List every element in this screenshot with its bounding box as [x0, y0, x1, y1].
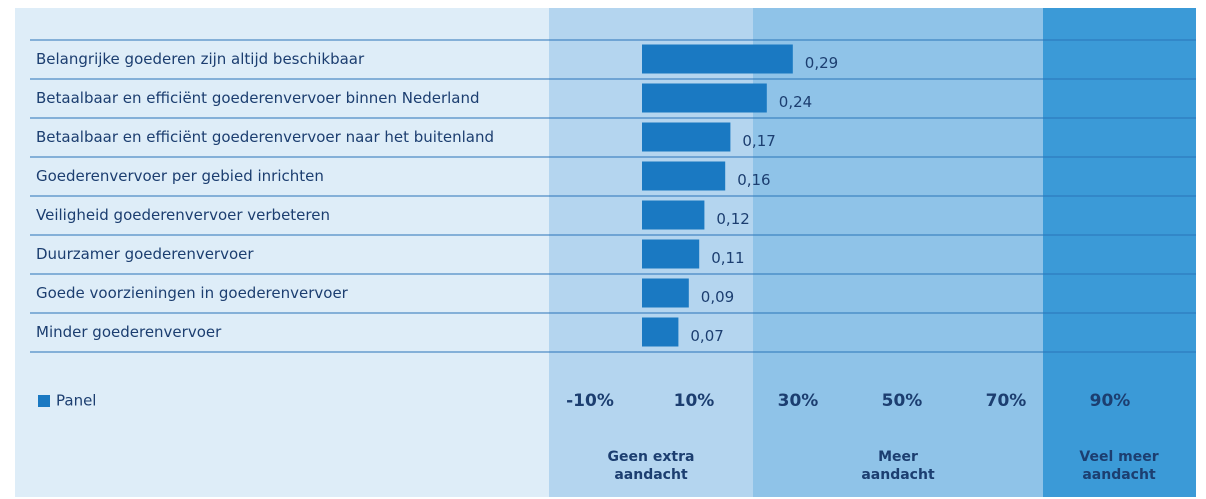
zone-labels: Geen extra aandacht Meer aandacht Veel meer a…: [608, 449, 1159, 483]
bar: [642, 83, 767, 113]
bar: [642, 122, 731, 152]
x-tick-label: 50%: [882, 391, 923, 411]
x-tick-label: 70%: [986, 391, 1027, 411]
bar: [642, 317, 679, 347]
category-label: Betaalbaar en efficiënt goederenvervoer …: [36, 89, 480, 107]
zone-band: [753, 8, 1043, 497]
value-label: 0,09: [701, 288, 734, 306]
legend-label: Panel: [56, 392, 96, 410]
value-label: 0,11: [711, 249, 744, 267]
zone-label: Veel meer aandacht: [1079, 449, 1158, 483]
bar: [642, 200, 705, 230]
zone-label: Geen extra aandacht: [608, 449, 695, 483]
bar: [642, 161, 726, 191]
category-label: Duurzamer goederenvervoer: [36, 245, 254, 263]
bar: [642, 44, 793, 74]
category-label: Minder goederenvervoer: [36, 323, 222, 341]
category-label: Veiligheid goederenvervoer verbeteren: [36, 206, 330, 224]
zone-band: [1043, 8, 1196, 497]
x-tick-label: 90%: [1090, 391, 1131, 411]
category-label: Goede voorzieningen in goederenvervoer: [36, 284, 349, 302]
value-label: 0,16: [737, 171, 770, 189]
value-label: 0,12: [716, 210, 749, 228]
bar: [642, 278, 689, 308]
legend-swatch: [38, 395, 50, 407]
value-label: 0,24: [779, 93, 812, 111]
category-label: Belangrijke goederen zijn altijd beschik…: [36, 50, 365, 68]
category-label: Goederenvervoer per gebied inrichten: [36, 167, 324, 185]
category-label: Betaalbaar en efficiënt goederenvervoer …: [36, 128, 494, 146]
bar: [642, 239, 700, 269]
value-label: 0,17: [742, 132, 775, 150]
zone-label: Meer aandacht: [861, 449, 935, 483]
x-tick-label: -10%: [566, 391, 614, 411]
x-tick-label: 30%: [778, 391, 819, 411]
value-label: 0,07: [690, 327, 723, 345]
value-label: 0,29: [805, 54, 838, 72]
x-tick-label: 10%: [674, 391, 715, 411]
